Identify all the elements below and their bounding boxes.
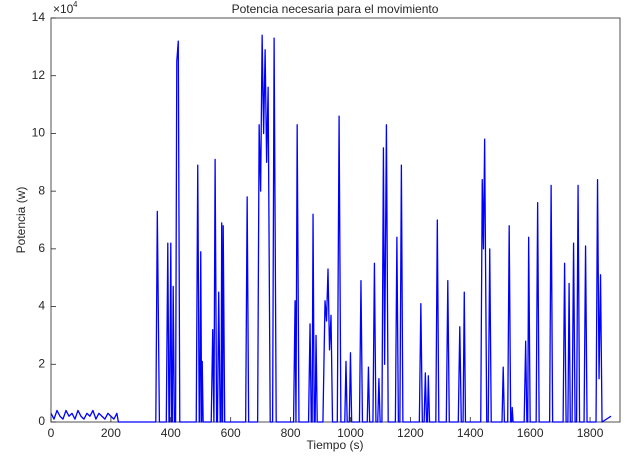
x-tick-label: 600	[221, 426, 241, 440]
y-tick-label: 6	[38, 241, 45, 255]
x-tick-label: 1200	[397, 426, 424, 440]
y-tick-label: 8	[38, 183, 45, 197]
chart-title: Potencia necesaria para el movimiento	[232, 2, 439, 16]
y-tick-label: 10	[32, 126, 46, 140]
x-tick-label: 0	[48, 426, 55, 440]
x-tick-label: 1600	[517, 426, 544, 440]
data-line	[50, 34, 612, 423]
x-axis-label: Tiempo (s)	[307, 438, 364, 452]
y-tick-label: 2	[38, 356, 45, 370]
y-tick-label: 12	[32, 68, 46, 82]
x-tick-label: 1400	[457, 426, 484, 440]
x-tick-label: 1000	[337, 426, 364, 440]
x-tick-label: 400	[161, 426, 181, 440]
y-multiplier: ×10	[53, 2, 74, 16]
x-tick-label: 200	[101, 426, 121, 440]
y-tick-label: 4	[38, 299, 45, 313]
y-tick-label: 0	[38, 414, 45, 428]
x-tick-label: 800	[281, 426, 301, 440]
plot-area	[50, 17, 621, 423]
y-axis-label: Potencia (w)	[14, 187, 28, 254]
y-tick-label: 14	[32, 10, 46, 24]
x-tick-label: 1800	[577, 426, 604, 440]
y-exponent: 4	[73, 0, 78, 9]
